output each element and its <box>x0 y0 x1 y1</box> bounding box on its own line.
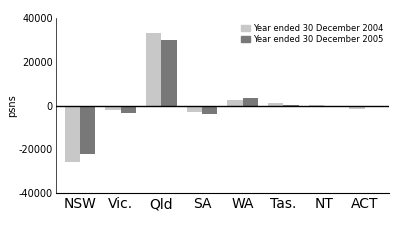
Bar <box>202 106 218 114</box>
Legend: Year ended 30 December 2004, Year ended 30 December 2005: Year ended 30 December 2004, Year ended … <box>239 22 385 45</box>
Bar <box>187 106 202 112</box>
Bar <box>227 100 243 106</box>
Y-axis label: psns: psns <box>7 94 17 117</box>
Bar <box>105 106 121 110</box>
Bar <box>121 106 136 113</box>
Bar <box>65 106 80 162</box>
Bar <box>268 103 283 106</box>
Bar <box>146 33 161 106</box>
Bar <box>243 98 258 106</box>
Bar <box>349 106 365 109</box>
Bar <box>161 40 177 106</box>
Bar <box>308 105 324 106</box>
Bar <box>80 106 95 154</box>
